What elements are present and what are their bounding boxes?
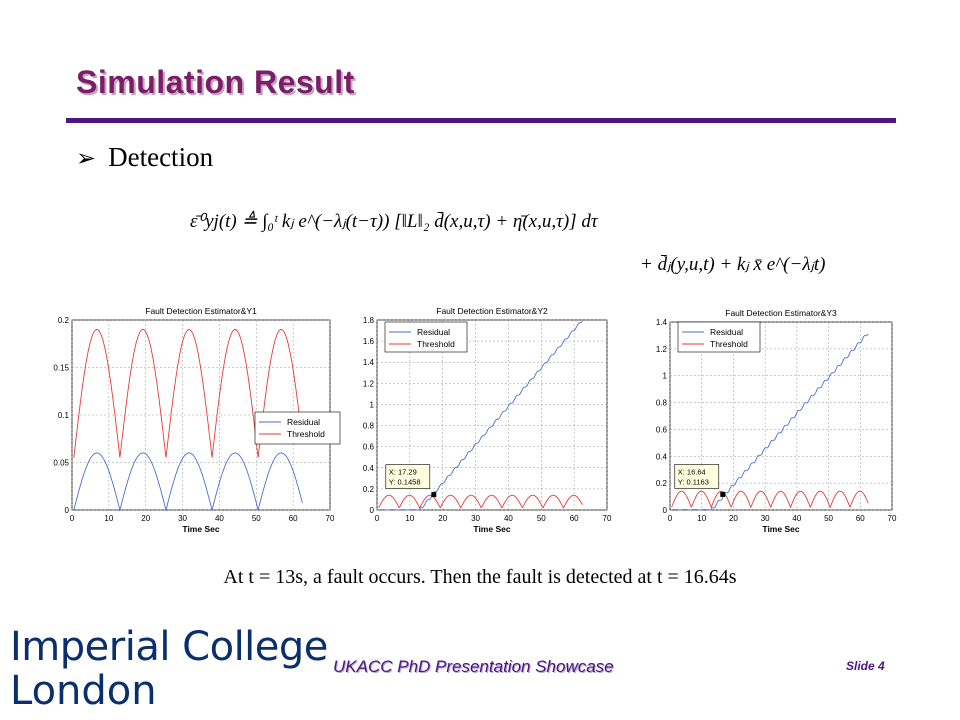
x-tick-label: 40 [215,514,224,523]
y-tick-label: 1.4 [656,318,668,327]
y-tick-label: 0.05 [53,459,69,468]
x-tick-label: 60 [856,514,865,523]
x-tick-label: 60 [289,514,298,523]
datatip-marker [431,492,437,498]
y-tick-label: 0.6 [656,425,668,434]
chart-y1: 0 10 20 30 40 50 60 70 0 0.05 0.1 0.15 0.2 Fault Dete… [53,306,341,534]
x-tick-label: 0 [70,514,75,523]
footer-text: UKACC PhD Presentation Showcase [333,657,614,676]
legend-box [254,411,341,445]
y-tick-label: 1.4 [363,358,375,367]
legend-label: Residual [710,327,743,337]
y-tick-label: 0 [65,506,70,515]
chart-title: Fault Detection Estimator&Y2 [436,306,548,316]
legend-box [677,321,761,353]
datatip-y: Y: 0.1458 [389,478,421,487]
series-residual-line [73,452,303,512]
y-tick-label: 0.6 [363,443,375,452]
legend-box [384,321,468,353]
y-tick-label: 0.15 [53,364,69,373]
x-axis-label: Time Sec [473,524,510,534]
y-tick-label: 1.2 [656,345,668,354]
x-tick-label: 70 [603,514,612,523]
x-tick-label: 20 [729,514,738,523]
x-tick-label: 20 [438,514,447,523]
y-tick-label: 0.4 [656,452,668,461]
slide-number: Slide 4 [846,659,885,673]
x-tick-label: 70 [326,514,335,523]
datatip-box [674,464,720,489]
y-tick-label: 0.4 [363,464,375,473]
x-tick-label: 10 [405,514,414,523]
x-tick-label: 40 [792,514,801,523]
y-tick-label: 0.2 [58,316,70,325]
formula-line-1: ε̄⁰yj(t) ≜ ∫₀ᵗ kⱼ e^(−λⱼ(t−τ)) [‖L‖₂ d̄(… [190,210,599,233]
x-tick-label: 0 [668,514,673,523]
x-tick-label: 10 [104,514,113,523]
datatip-x: X: 17.29 [389,468,417,477]
chart-y3: 0 10 20 30 40 50 60 70 0 0.2 0.4 0.6 0.8 1 1.2 1.4 Fault… [656,308,897,534]
y-tick-label: 1.6 [363,337,375,346]
x-tick-label: 30 [471,514,480,523]
y-tick-label: 0.2 [656,479,668,488]
imperial-college-logo-line1: Imperial College [10,624,328,670]
y-tick-label: 0 [663,506,668,515]
legend-label: Threshold [287,429,325,439]
x-tick-label: 40 [504,514,513,523]
slide-title: Simulation Result [76,64,355,100]
datatip-box [385,464,431,489]
x-tick-label: 30 [178,514,187,523]
x-tick-label: 60 [570,514,579,523]
x-tick-label: 50 [824,514,833,523]
x-tick-label: 50 [537,514,546,523]
series-threshold-line [73,329,303,458]
x-tick-label: 50 [252,514,261,523]
chart-y2: 0 10 20 30 40 50 60 70 0 0.2 0.4 0.6 0.8 1 1.2 1.4 1.6 1.… [363,306,612,534]
chart-title: Fault Detection Estimator&Y3 [725,308,837,318]
legend-label: Threshold [417,339,455,349]
caption: At t = 13s, a fault occurs. Then the fau… [223,566,737,588]
legend-label: Residual [287,417,320,427]
datatip-y: Y: 0.1163 [678,477,709,486]
y-tick-label: 0.8 [363,422,375,431]
formula-line-2: + d̄ⱼ(y,u,t) + kⱼ x̄ e^(−λⱼt) [640,254,825,275]
y-tick-label: 0.2 [363,485,375,494]
legend-label: Threshold [710,339,748,349]
y-tick-label: 1.8 [363,316,375,325]
imperial-college-logo-line2: London [10,668,157,714]
x-tick-label: 0 [375,514,380,523]
y-tick-label: 0.1 [58,411,70,420]
y-tick-label: 1 [370,400,375,409]
x-tick-label: 10 [697,514,706,523]
fault-threshold-formula: ε̄⁰yj(t) ≜ ∫₀ᵗ kⱼ e^(−λⱼ(t−τ)) [‖L‖₂ d̄(… [190,210,825,275]
series-residual-line [378,320,583,511]
x-axis-label: Time Sec [182,524,219,534]
datatip-x: X: 16.64 [678,467,706,476]
title-rule [66,118,896,123]
chart-title: Fault Detection Estimator&Y1 [145,306,257,316]
series-threshold-line [671,490,869,509]
series-residual-line [671,333,869,511]
x-tick-label: 70 [888,514,897,523]
x-axis-label: Time Sec [762,524,799,534]
y-tick-label: 0.8 [656,399,668,408]
y-tick-label: 1.2 [363,379,375,388]
y-tick-label: 0 [370,506,375,515]
y-tick-label: 1 [663,372,668,381]
x-tick-label: 30 [761,514,770,523]
datatip-marker [720,491,726,497]
bullet-text: Detection [108,142,214,172]
series-threshold-line [378,494,583,509]
x-tick-label: 20 [141,514,150,523]
legend-label: Residual [417,327,450,337]
bullet-detection: ➢ Detection [76,142,213,173]
arrow-bullet-icon: ➢ [76,143,97,172]
